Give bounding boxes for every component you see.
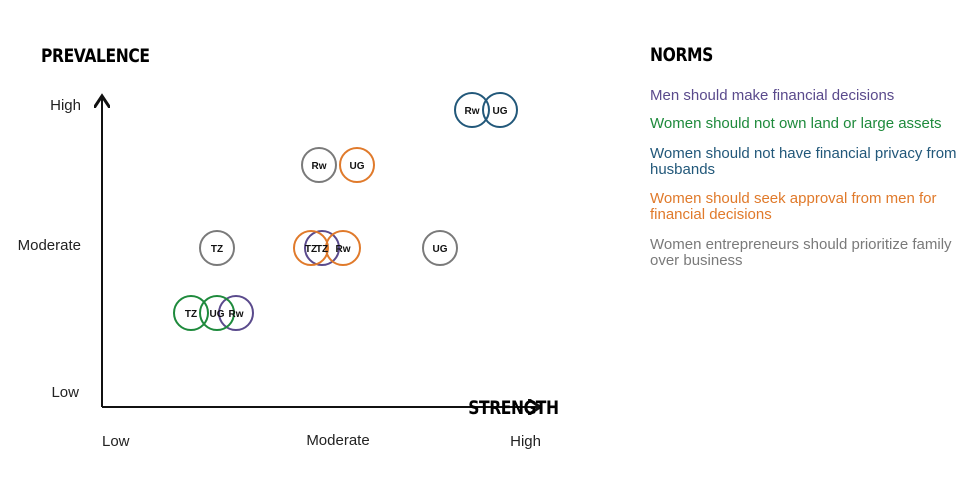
marker-label: UG [210, 309, 225, 320]
legend-title: NORMS [650, 44, 713, 66]
marker-circle [218, 295, 254, 331]
legend-item: Men should make financial decisions [650, 87, 895, 104]
y-label: High [50, 97, 81, 114]
marker-label: UG [350, 161, 365, 172]
marker-label: TZ [211, 244, 223, 255]
x-axis-title: STRENGTH [468, 398, 558, 420]
y-axis-title: PREVALENCE [41, 46, 150, 68]
marker-label: UG [493, 106, 508, 117]
marker-circle [199, 230, 235, 266]
marker-circle [482, 92, 518, 128]
marker-label: Rw [229, 309, 244, 320]
marker-label: TZ [185, 309, 197, 320]
marker-circle [199, 295, 235, 331]
y-label: Low [51, 384, 79, 401]
marker-circle [304, 230, 340, 266]
marker-circle [301, 147, 337, 183]
marker-circle [454, 92, 490, 128]
legend-item: Women should not own land or large asset… [650, 115, 942, 132]
legend-item: Women entrepreneurs should prioritize fa… [650, 236, 952, 269]
marker-label: UG [433, 244, 448, 255]
marker-label: Rw [336, 244, 351, 255]
marker-circle [293, 230, 329, 266]
marker-circle [325, 230, 361, 266]
y-label: Moderate [18, 237, 81, 254]
marker-label: Rw [312, 161, 327, 172]
marker-circle [339, 147, 375, 183]
x-label: Low [102, 433, 130, 450]
marker-circle [173, 295, 209, 331]
x-label: Moderate [306, 432, 369, 449]
legend-item: Women should seek approval from men for … [650, 190, 937, 223]
marker-label: Rw [465, 106, 480, 117]
legend-item: Women should not have financial privacy … [650, 145, 957, 178]
marker-label: TZ [316, 244, 328, 255]
marker-circle [422, 230, 458, 266]
x-label: High [510, 433, 541, 450]
marker-label: TZ [305, 244, 317, 255]
